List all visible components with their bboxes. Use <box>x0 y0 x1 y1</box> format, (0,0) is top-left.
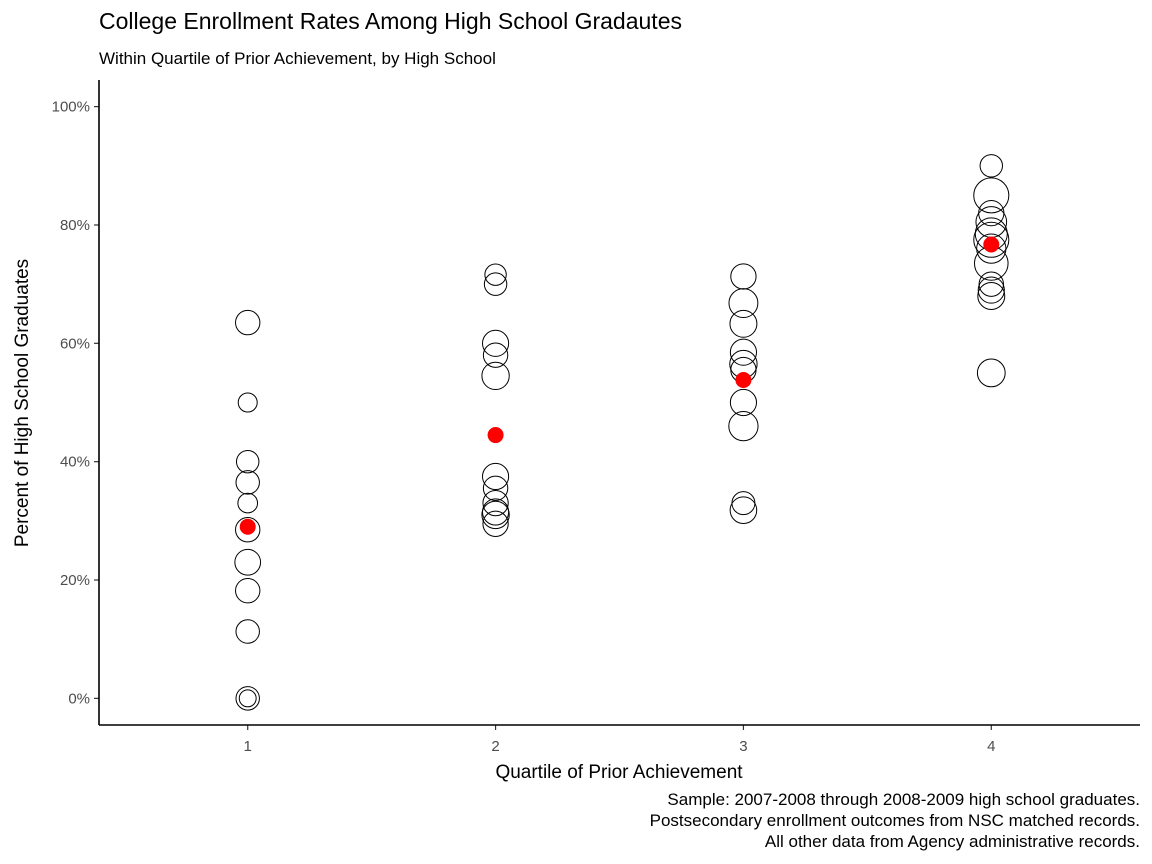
school-point <box>235 470 260 495</box>
school-point <box>973 177 1010 214</box>
school-point <box>481 361 510 391</box>
school-point <box>731 491 756 516</box>
school-point <box>728 288 759 319</box>
x-axis-ticks: 1 2 3 4 <box>244 725 995 755</box>
school-point <box>729 338 757 366</box>
school-point <box>729 496 758 524</box>
y-tick-label: 80% <box>60 217 90 234</box>
school-point <box>973 221 1010 258</box>
x-axis-title: Quartile of Prior Achievement <box>495 762 743 783</box>
caption-line: Postsecondary enrollment outcomes from N… <box>649 811 1140 830</box>
school-point <box>728 411 759 442</box>
school-point <box>235 619 260 644</box>
x-tick-label: 1 <box>244 738 252 755</box>
school-point <box>481 500 510 530</box>
school-point <box>482 510 509 537</box>
school-point <box>237 492 259 514</box>
school-point <box>235 686 260 711</box>
school-point <box>482 462 510 491</box>
y-tick-label: 60% <box>60 335 90 352</box>
x-tick-label: 3 <box>739 738 747 755</box>
school-point <box>976 233 1007 264</box>
chart-caption: Sample: 2007-2008 through 2008-2009 high… <box>650 789 1140 852</box>
school-point <box>976 358 1006 388</box>
school-point <box>977 276 1005 304</box>
school-point <box>235 309 261 336</box>
average-point <box>487 427 504 444</box>
y-tick-label: 0% <box>68 690 90 707</box>
x-tick-label: 4 <box>987 738 995 755</box>
school-point <box>482 342 509 368</box>
school-point <box>237 392 258 413</box>
school-point <box>235 517 261 543</box>
school-point <box>234 548 262 576</box>
y-axis-title: Percent of High School Graduates <box>12 259 33 547</box>
chart-subtitle: Within Quartile of Prior Achievement, by… <box>99 49 496 68</box>
average-point <box>983 236 1000 253</box>
y-axis-ticks: 0% 20% 40% 60% 80% 100% <box>52 99 99 707</box>
caption-line: All other data from Agency administrativ… <box>764 832 1140 851</box>
data-points <box>234 154 1010 711</box>
average-point <box>239 518 256 535</box>
school-point <box>482 329 510 357</box>
y-tick-label: 20% <box>60 572 90 589</box>
school-point <box>729 388 757 417</box>
average-point <box>735 372 752 389</box>
school-point <box>235 449 260 474</box>
chart-title: College Enrollment Rates Among High Scho… <box>99 8 682 34</box>
school-point <box>729 309 758 338</box>
school-point <box>979 154 1004 178</box>
caption-line: Sample: 2007-2008 through 2008-2009 high… <box>667 790 1140 809</box>
y-tick-label: 100% <box>52 99 90 116</box>
x-tick-label: 2 <box>491 738 499 755</box>
school-point <box>484 263 507 286</box>
school-point <box>978 271 1004 297</box>
school-point <box>482 489 509 517</box>
school-point <box>238 689 257 708</box>
school-point <box>483 272 508 296</box>
school-point <box>482 475 509 501</box>
school-point <box>977 282 1006 310</box>
school-point <box>235 577 261 604</box>
school-point <box>730 263 757 290</box>
y-tick-label: 40% <box>60 454 90 471</box>
